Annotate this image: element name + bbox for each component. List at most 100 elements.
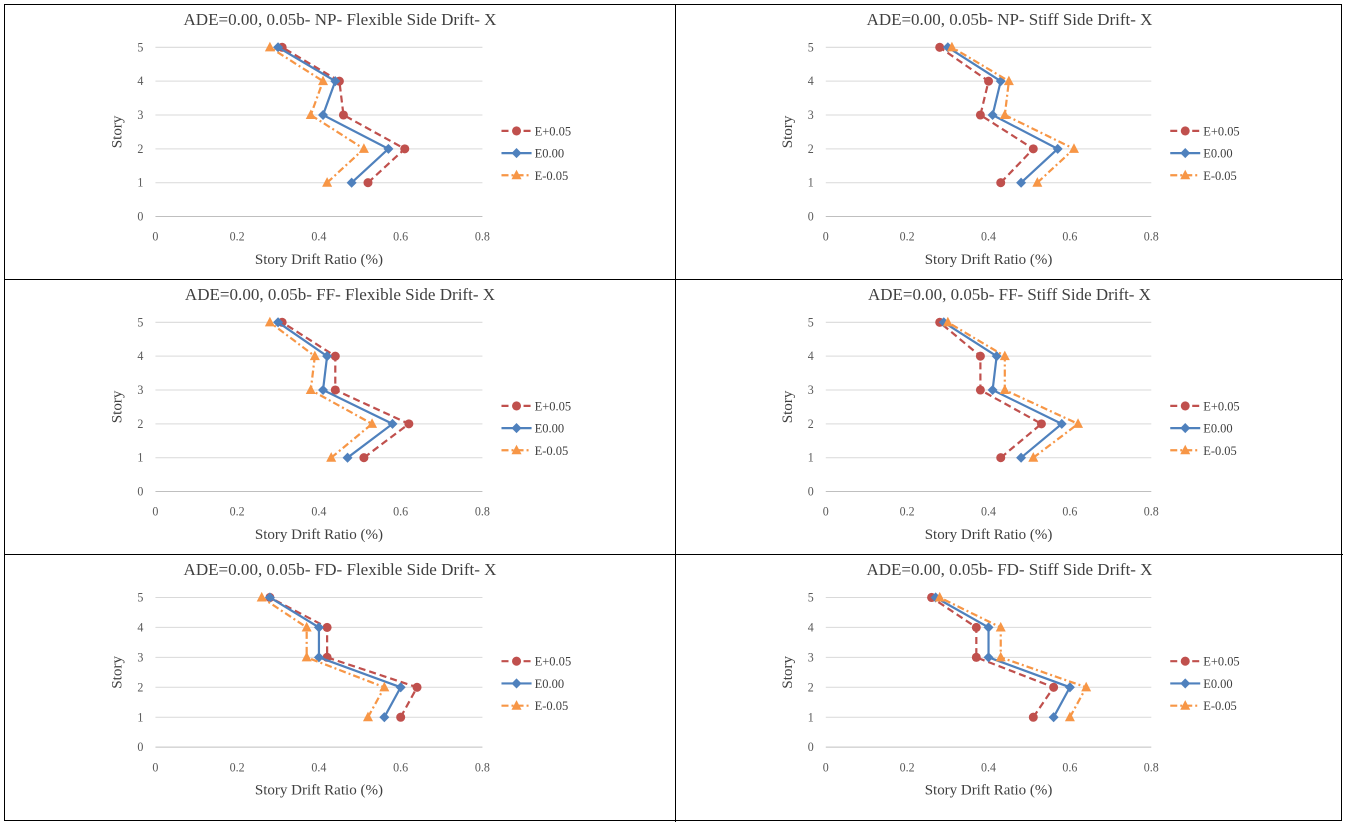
y-axis-label: Story: [780, 390, 796, 423]
x-tick-label: 0.8: [475, 230, 490, 244]
data-point-E-0.05: [1028, 452, 1039, 462]
x-axis-label: Story Drift Ratio (%): [925, 783, 1053, 799]
legend-marker: [512, 401, 522, 411]
x-tick-label: 0.8: [475, 760, 490, 774]
data-point-E+0.05: [400, 144, 410, 154]
data-point-E-0.05: [995, 621, 1006, 632]
legend-marker: [1180, 444, 1191, 455]
legend-label: E+0.05: [1203, 124, 1239, 138]
x-tick-label: 0.2: [900, 230, 915, 244]
data-point-E-0.05: [264, 41, 275, 52]
chart-title: ADE=0.00, 0.05b- FF- Stiff Side Drift- X: [868, 285, 1151, 304]
y-tick-label: 5: [808, 40, 814, 54]
data-point-E-0.05: [1032, 177, 1043, 187]
data-point-E-0.05: [301, 651, 312, 662]
x-tick-label: 0.6: [1062, 230, 1077, 244]
legend-label: E+0.05: [535, 124, 572, 138]
data-point-E-0.05: [318, 75, 329, 86]
data-point-E+0.05: [975, 385, 985, 395]
legend-marker: [511, 700, 522, 710]
x-tick-label: 0.8: [475, 505, 490, 519]
data-point-E-0.05: [362, 711, 373, 722]
chart-panel-5: ADE=0.00, 0.05b- FD- Flexible Side Drift…: [5, 555, 676, 822]
y-tick-label: 4: [137, 620, 143, 634]
data-point-E+0.05: [935, 42, 945, 52]
data-point-E-0.05: [1081, 681, 1092, 692]
y-tick-label: 0: [808, 485, 814, 499]
y-tick-label: 1: [137, 710, 143, 724]
data-point-E-0.05: [1064, 711, 1075, 722]
data-point-E0.00: [313, 622, 324, 633]
y-tick-label: 0: [137, 210, 143, 224]
data-point-E0.00: [379, 712, 390, 723]
legend-label: E-0.05: [535, 699, 569, 713]
y-tick-label: 4: [808, 74, 814, 88]
x-tick-label: 0.6: [393, 505, 408, 519]
y-tick-label: 0: [808, 210, 814, 224]
drift-chart-2: ADE=0.00, 0.05b- NP- Stiff Side Drift- X…: [780, 10, 1240, 268]
data-point-E-0.05: [999, 350, 1010, 361]
legend-marker: [1180, 126, 1190, 136]
drift-chart-4: ADE=0.00, 0.05b- FF- Stiff Side Drift- X…: [780, 285, 1240, 543]
legend-label: E0.00: [1203, 422, 1232, 436]
data-point-E-0.05: [934, 591, 945, 602]
legend-label: E-0.05: [535, 444, 569, 458]
data-point-E0.00: [1056, 418, 1067, 429]
y-tick-label: 3: [137, 383, 143, 397]
x-tick-label: 0.2: [230, 760, 245, 774]
data-point-E+0.05: [1028, 712, 1038, 722]
y-tick-label: 2: [808, 142, 814, 156]
chart-panel-6: ADE=0.00, 0.05b- FD- Stiff Side Drift- X…: [676, 555, 1343, 822]
data-point-E+0.05: [975, 110, 985, 120]
data-point-E0.00: [1016, 452, 1027, 463]
data-point-E+0.05: [971, 622, 981, 632]
y-tick-label: 2: [808, 417, 814, 431]
x-axis-label: Story Drift Ratio (%): [255, 252, 383, 268]
data-point-E+0.05: [1036, 419, 1046, 429]
y-tick-label: 4: [137, 349, 143, 363]
chart-panel-1: ADE=0.00, 0.05b- NP- Flexible Side Drift…: [5, 5, 676, 280]
data-point-E-0.05: [999, 109, 1010, 120]
y-tick-label: 4: [808, 620, 814, 634]
x-tick-label: 0: [823, 505, 829, 519]
y-tick-label: 2: [137, 680, 143, 694]
data-point-E-0.05: [309, 350, 320, 361]
y-tick-label: 0: [808, 740, 814, 754]
data-point-E-0.05: [946, 41, 957, 52]
data-point-E+0.05: [971, 652, 981, 662]
legend-label: E0.00: [1203, 147, 1232, 161]
x-tick-label: 0.4: [311, 505, 326, 519]
data-point-E0.00: [983, 652, 994, 663]
data-point-E+0.05: [396, 712, 406, 722]
y-tick-label: 0: [137, 740, 143, 754]
data-point-E-0.05: [301, 621, 312, 632]
data-point-E-0.05: [256, 591, 267, 602]
data-point-E-0.05: [305, 109, 316, 120]
drift-chart-5: ADE=0.00, 0.05b- FD- Flexible Side Drift…: [109, 560, 571, 799]
x-tick-label: 0.8: [1144, 505, 1159, 519]
data-point-E+0.05: [975, 351, 985, 361]
y-tick-label: 3: [808, 108, 814, 122]
x-tick-label: 0.2: [900, 760, 915, 774]
data-point-E+0.05: [330, 385, 340, 395]
chart-grid: ADE=0.00, 0.05b- NP- Flexible Side Drift…: [4, 4, 1343, 822]
x-axis-label: Story Drift Ratio (%): [925, 527, 1053, 543]
y-tick-label: 5: [808, 315, 814, 329]
chart-title: ADE=0.00, 0.05b- NP- Flexible Side Drift…: [183, 10, 497, 29]
x-tick-label: 0: [152, 230, 158, 244]
y-tick-label: 1: [808, 710, 814, 724]
data-point-E-0.05: [1003, 75, 1014, 86]
data-point-E0.00: [983, 622, 994, 633]
data-point-E+0.05: [338, 110, 348, 120]
y-tick-label: 2: [137, 417, 143, 431]
data-point-E-0.05: [322, 177, 333, 187]
legend-marker: [511, 169, 522, 180]
data-point-E+0.05: [1049, 682, 1059, 692]
legend-marker: [1180, 678, 1191, 689]
data-point-E+0.05: [996, 178, 1006, 188]
data-point-E-0.05: [999, 384, 1010, 395]
y-tick-label: 3: [808, 383, 814, 397]
data-point-E+0.05: [412, 682, 422, 692]
y-tick-label: 5: [808, 590, 814, 604]
y-tick-label: 3: [808, 650, 814, 664]
